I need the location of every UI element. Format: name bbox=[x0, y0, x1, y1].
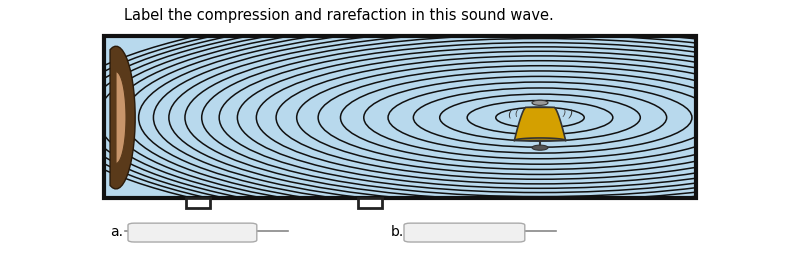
Text: (: ( bbox=[507, 108, 512, 118]
Text: a.: a. bbox=[110, 224, 123, 238]
Bar bbox=[186, 198, 210, 208]
Polygon shape bbox=[514, 108, 566, 141]
Circle shape bbox=[532, 146, 548, 151]
Polygon shape bbox=[110, 47, 135, 189]
Circle shape bbox=[532, 101, 548, 106]
Bar bbox=[358, 198, 382, 208]
Text: b.: b. bbox=[390, 224, 404, 238]
Text: Label the compression and rarefaction in this sound wave.: Label the compression and rarefaction in… bbox=[124, 8, 554, 23]
Text: (: ( bbox=[514, 108, 518, 118]
Text: ): ) bbox=[562, 108, 566, 118]
Polygon shape bbox=[116, 72, 126, 164]
Text: ): ) bbox=[568, 108, 573, 118]
FancyBboxPatch shape bbox=[128, 223, 257, 242]
FancyBboxPatch shape bbox=[104, 37, 696, 198]
FancyBboxPatch shape bbox=[404, 223, 525, 242]
